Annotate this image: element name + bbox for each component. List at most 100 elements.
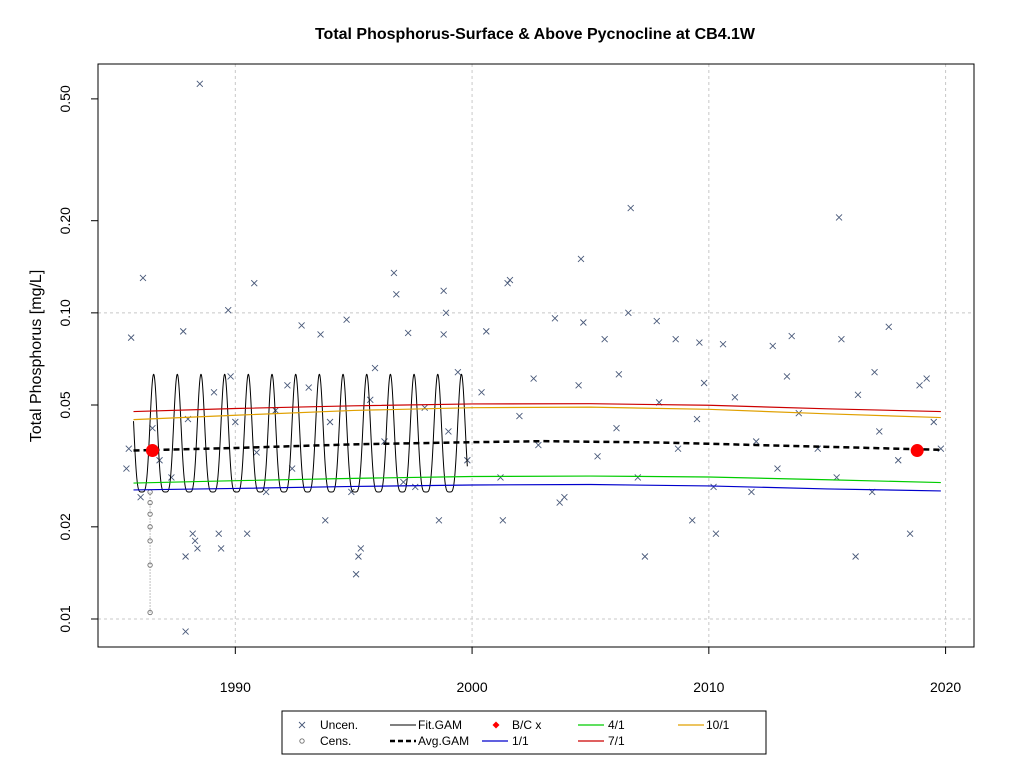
data-point-uncensored	[916, 381, 923, 389]
y-axis-label: Total Phosphorus [mg/L]	[28, 270, 45, 443]
data-point-uncensored	[653, 317, 661, 325]
data-point-censored	[147, 489, 153, 495]
data-point-uncensored	[580, 319, 587, 326]
data-point-censored	[147, 538, 153, 544]
y-tick-label: 0.05	[57, 391, 73, 418]
data-point-uncensored	[149, 424, 156, 432]
data-point-uncensored	[179, 328, 187, 335]
data-point-uncensored	[168, 474, 175, 481]
data-point-uncensored	[390, 269, 398, 277]
plot-frame	[97, 63, 975, 648]
data-point-uncensored	[769, 342, 777, 350]
data-point-uncensored	[719, 340, 727, 348]
data-point-uncensored	[478, 389, 485, 396]
data-point-uncensored	[835, 214, 843, 221]
data-point-uncensored	[224, 306, 232, 314]
data-point-uncensored	[137, 493, 144, 501]
legend-key-censored	[299, 738, 305, 744]
data-point-uncensored	[885, 323, 893, 331]
data-point-uncensored	[615, 370, 623, 378]
data-point-uncensored	[182, 628, 189, 635]
data-point-censored	[147, 609, 153, 616]
data-point-uncensored	[217, 545, 225, 552]
data-point-uncensored	[923, 375, 930, 382]
data-point-uncensored	[499, 517, 507, 524]
data-point-uncensored	[693, 415, 701, 423]
data-point-uncensored	[189, 530, 197, 537]
legend-label: Uncen.	[320, 718, 358, 732]
data-point-uncensored	[482, 328, 490, 335]
data-point-uncensored	[392, 290, 400, 298]
y-tick-label: 0.50	[57, 85, 73, 112]
data-point-uncensored	[139, 274, 147, 282]
data-point-uncensored	[343, 316, 350, 323]
data-point-uncensored	[454, 368, 462, 376]
y-tick-label: 0.02	[57, 513, 73, 540]
data-point-uncensored	[535, 441, 542, 449]
data-point-uncensored	[504, 279, 511, 287]
data-point-uncensored	[774, 465, 781, 472]
bc-marker	[145, 444, 159, 458]
data-point-uncensored	[497, 474, 504, 481]
data-point-uncensored	[442, 309, 450, 317]
data-point-uncensored	[641, 553, 649, 560]
data-point-uncensored	[577, 255, 585, 263]
data-point-uncensored	[125, 445, 133, 453]
data-point-uncensored	[400, 478, 407, 486]
data-point-uncensored	[253, 449, 260, 456]
legend-label: Fit.GAM	[418, 718, 462, 732]
data-point-uncensored	[838, 335, 845, 343]
data-point-uncensored	[411, 483, 419, 491]
series-line-7-1	[133, 403, 941, 413]
data-point-uncensored	[191, 537, 199, 545]
data-point-uncensored	[674, 445, 682, 453]
data-point-uncensored	[123, 465, 130, 472]
data-point-uncensored	[196, 80, 204, 88]
data-point-uncensored	[783, 373, 791, 380]
x-tick-label: 2010	[693, 679, 724, 695]
data-point-uncensored	[305, 384, 313, 391]
data-point-uncensored	[421, 404, 429, 412]
data-point-uncensored	[875, 428, 883, 435]
x-tick-label: 1990	[220, 679, 251, 695]
data-point-uncensored	[748, 488, 755, 496]
series-line-10-1	[133, 406, 941, 421]
data-point-uncensored	[298, 322, 305, 329]
data-point-uncensored	[556, 499, 563, 506]
data-point-uncensored	[906, 530, 914, 537]
data-point-uncensored	[700, 379, 708, 387]
legend-label: Cens.	[320, 734, 351, 748]
data-point-uncensored	[516, 412, 523, 420]
data-point-uncensored	[435, 517, 443, 524]
data-point-uncensored	[894, 456, 902, 464]
data-point-uncensored	[348, 488, 355, 496]
legend-label: 1/1	[512, 734, 529, 748]
data-point-uncensored	[852, 553, 859, 560]
data-point-uncensored	[440, 287, 447, 295]
data-point-uncensored	[930, 418, 938, 426]
legend-key-bc	[492, 721, 500, 729]
data-point-uncensored	[371, 364, 379, 372]
data-point-uncensored	[357, 545, 365, 552]
data-point-censored	[147, 562, 153, 568]
data-point-uncensored	[710, 483, 717, 491]
data-point-uncensored	[194, 545, 201, 552]
data-point-uncensored	[321, 517, 329, 524]
data-point-uncensored	[627, 204, 635, 212]
data-point-uncensored	[871, 368, 878, 376]
data-point-uncensored	[250, 279, 258, 287]
x-tick-label: 2020	[930, 679, 961, 695]
data-point-uncensored	[215, 530, 223, 537]
data-point-uncensored	[575, 381, 582, 389]
data-point-uncensored	[731, 393, 739, 401]
y-tick-label: 0.01	[57, 605, 73, 632]
data-point-uncensored	[625, 309, 632, 317]
plot-area: 1990 2000 2010 2020 0.01 0.02 0.05 0.10 0.20 0.50	[57, 63, 975, 695]
data-point-uncensored	[551, 314, 559, 322]
data-point-uncensored	[530, 375, 537, 382]
legend-key-uncensored	[298, 721, 306, 729]
legend-label: 10/1	[706, 718, 730, 732]
data-point-uncensored	[284, 381, 291, 389]
data-point-uncensored	[326, 418, 334, 426]
